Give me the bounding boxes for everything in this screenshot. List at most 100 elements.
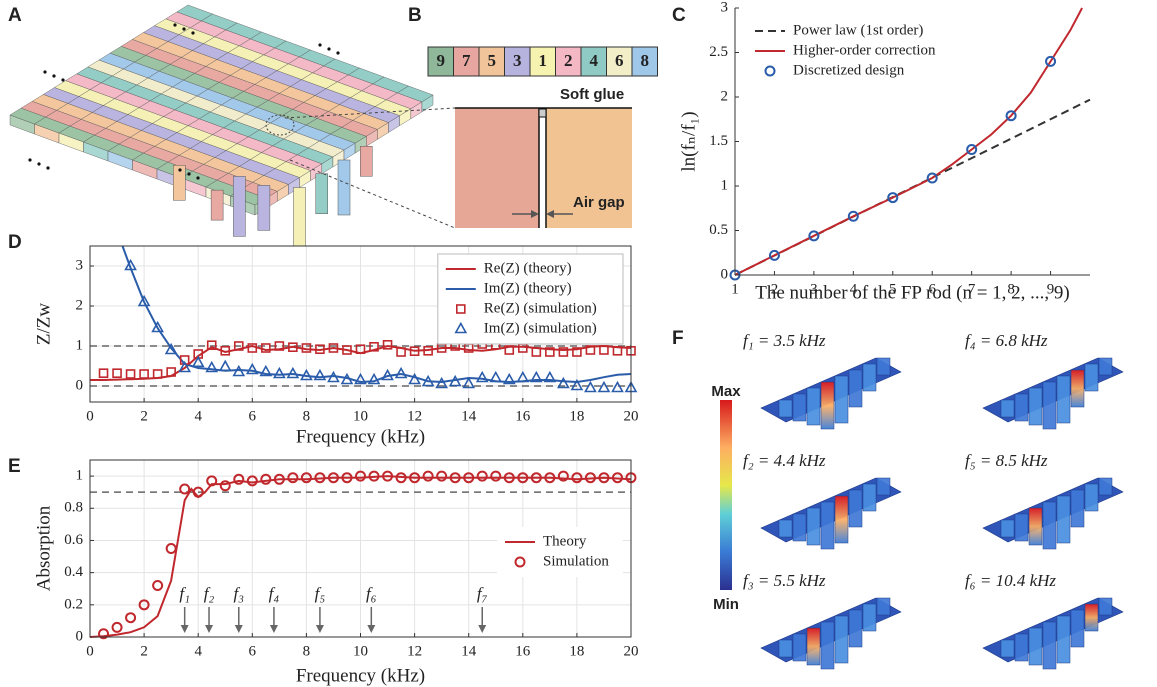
annotation-label: f₄ [269,584,280,603]
y-tick-label: 0.5 [709,222,728,238]
marker [382,470,394,482]
mode-rod [1000,399,1015,418]
ellipsis-dot [173,23,177,27]
marker [124,258,137,271]
x-tick-label: 20 [624,408,639,424]
rod-block [546,108,632,228]
marker [475,370,489,383]
mode-rod [862,483,877,512]
marker [887,192,899,204]
marker [530,472,542,484]
y-axis-title: Absorption [33,505,54,591]
y-tick-label: 0.6 [64,532,83,548]
x-tick-label: 2 [140,408,148,424]
marker [327,370,340,383]
mode-rod [806,627,821,666]
marker [463,472,475,484]
mode-label: f₅ = 8.5 kHz [965,451,1048,470]
mode-rod [792,633,807,662]
x-tick-label: 4 [194,408,202,424]
legend-swatch [455,304,466,314]
marker [179,483,191,495]
gap-arrowhead [546,210,554,218]
marker [462,376,476,389]
marker [139,369,149,379]
cell [396,85,434,103]
marker [327,472,339,484]
marker [354,372,367,385]
marker [585,345,596,355]
ellipsis-dot [52,74,56,78]
marker [246,475,258,487]
marker [597,380,611,393]
soft-glue-label: Soft glue [560,86,624,103]
x-tick-label: 2 [140,643,148,659]
marker [435,376,449,389]
x-tick-label: 7 [968,281,976,297]
marker [394,366,408,379]
mode-rod [1042,621,1057,670]
marker [165,543,177,554]
hanging-rod [210,189,224,221]
x-tick-label: 6 [928,281,936,297]
x-tick-label: 12 [407,643,422,659]
mode-rod [792,513,807,542]
marker [421,374,435,387]
y-tick-label: 0 [76,377,84,393]
y-tick-label: 1 [721,177,729,193]
rod-box [453,46,480,77]
marker [232,364,246,377]
legend-label: Power law (1st order) [793,22,923,38]
x-tick-label: 8 [1007,281,1015,297]
legend-label: Higher-order correction [793,42,936,58]
hanging-rod [257,185,271,231]
y-axis-title: ln(fₙ/f₁) [678,111,699,171]
rod-number: 2 [564,51,573,70]
mode-label: f₆ = 10.4 kHz [965,571,1056,590]
x-tick-label: 18 [569,643,584,659]
y-tick-label: 0.2 [64,596,83,612]
x-tick-label: 3 [810,281,818,297]
marker [367,372,381,385]
colorbar-max: Max [711,383,741,400]
x-tick-label: 16 [515,643,531,659]
mode-rod [820,621,835,670]
marker [191,355,205,368]
marker [125,369,136,379]
marker [341,472,353,484]
marker [287,472,299,484]
mode-rod [834,495,849,544]
marker [926,172,938,184]
marker [98,368,109,379]
mode-rod [1028,387,1043,426]
mode-rod [1084,363,1099,392]
x-tick-label: 4 [850,281,858,297]
hanging-rod [360,146,373,177]
rod-number: 4 [590,51,599,70]
mode-label: f₄ = 6.8 kHz [965,331,1048,350]
marker [448,374,462,387]
x-tick-label: 10 [353,408,368,424]
marker [355,470,366,482]
marker [274,341,285,351]
legend-label: Discretized design [793,62,905,78]
series-line [734,7,1083,276]
marker [261,343,271,353]
annotation-label: f₅ [315,584,326,603]
marker [178,360,192,373]
x-tick-label: 5 [889,281,897,297]
rod-number: 8 [641,51,650,70]
marker [342,345,352,355]
x-tick-label: 14 [461,643,477,659]
air-gap-label: Air gap [573,194,625,211]
x-tick-label: 2 [771,281,779,297]
mode-rod [1042,501,1057,550]
zoom-line [284,107,456,119]
marker [449,472,461,484]
marker [288,342,298,353]
mode-rod [1084,483,1099,512]
annotation-arrowhead [315,625,324,633]
x-tick-label: 0 [86,643,94,659]
marker [300,368,313,381]
marker [369,341,379,352]
